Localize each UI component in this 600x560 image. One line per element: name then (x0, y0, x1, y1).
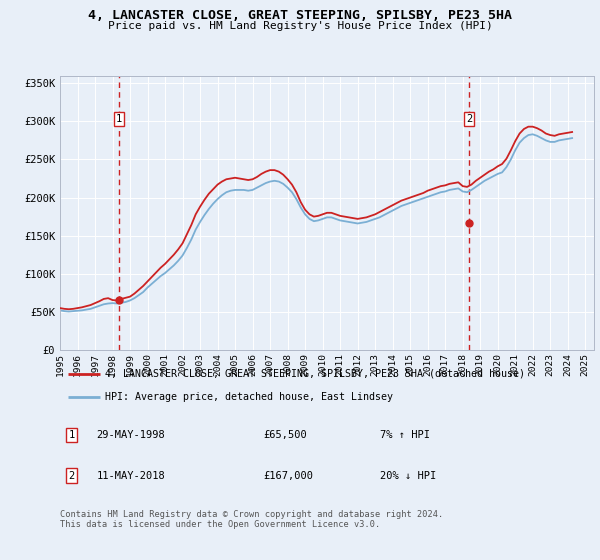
Text: 4, LANCASTER CLOSE, GREAT STEEPING, SPILSBY, PE23 5HA: 4, LANCASTER CLOSE, GREAT STEEPING, SPIL… (88, 9, 512, 22)
Text: 2: 2 (466, 114, 472, 124)
Text: 2: 2 (68, 471, 75, 480)
Text: 7% ↑ HPI: 7% ↑ HPI (380, 430, 430, 440)
Text: 1: 1 (68, 430, 75, 440)
Text: 4, LANCASTER CLOSE, GREAT STEEPING, SPILSBY, PE23 5HA (detached house): 4, LANCASTER CLOSE, GREAT STEEPING, SPIL… (106, 368, 526, 379)
Text: 29-MAY-1998: 29-MAY-1998 (97, 430, 165, 440)
Text: £65,500: £65,500 (263, 430, 307, 440)
Text: This data is licensed under the Open Government Licence v3.0.: This data is licensed under the Open Gov… (60, 520, 380, 529)
Text: Contains HM Land Registry data © Crown copyright and database right 2024.: Contains HM Land Registry data © Crown c… (60, 510, 443, 519)
Text: £167,000: £167,000 (263, 471, 313, 480)
Text: 1: 1 (116, 114, 122, 124)
Text: 20% ↓ HPI: 20% ↓ HPI (380, 471, 437, 480)
Text: Price paid vs. HM Land Registry's House Price Index (HPI): Price paid vs. HM Land Registry's House … (107, 21, 493, 31)
Text: 11-MAY-2018: 11-MAY-2018 (97, 471, 165, 480)
Text: HPI: Average price, detached house, East Lindsey: HPI: Average price, detached house, East… (106, 393, 394, 402)
